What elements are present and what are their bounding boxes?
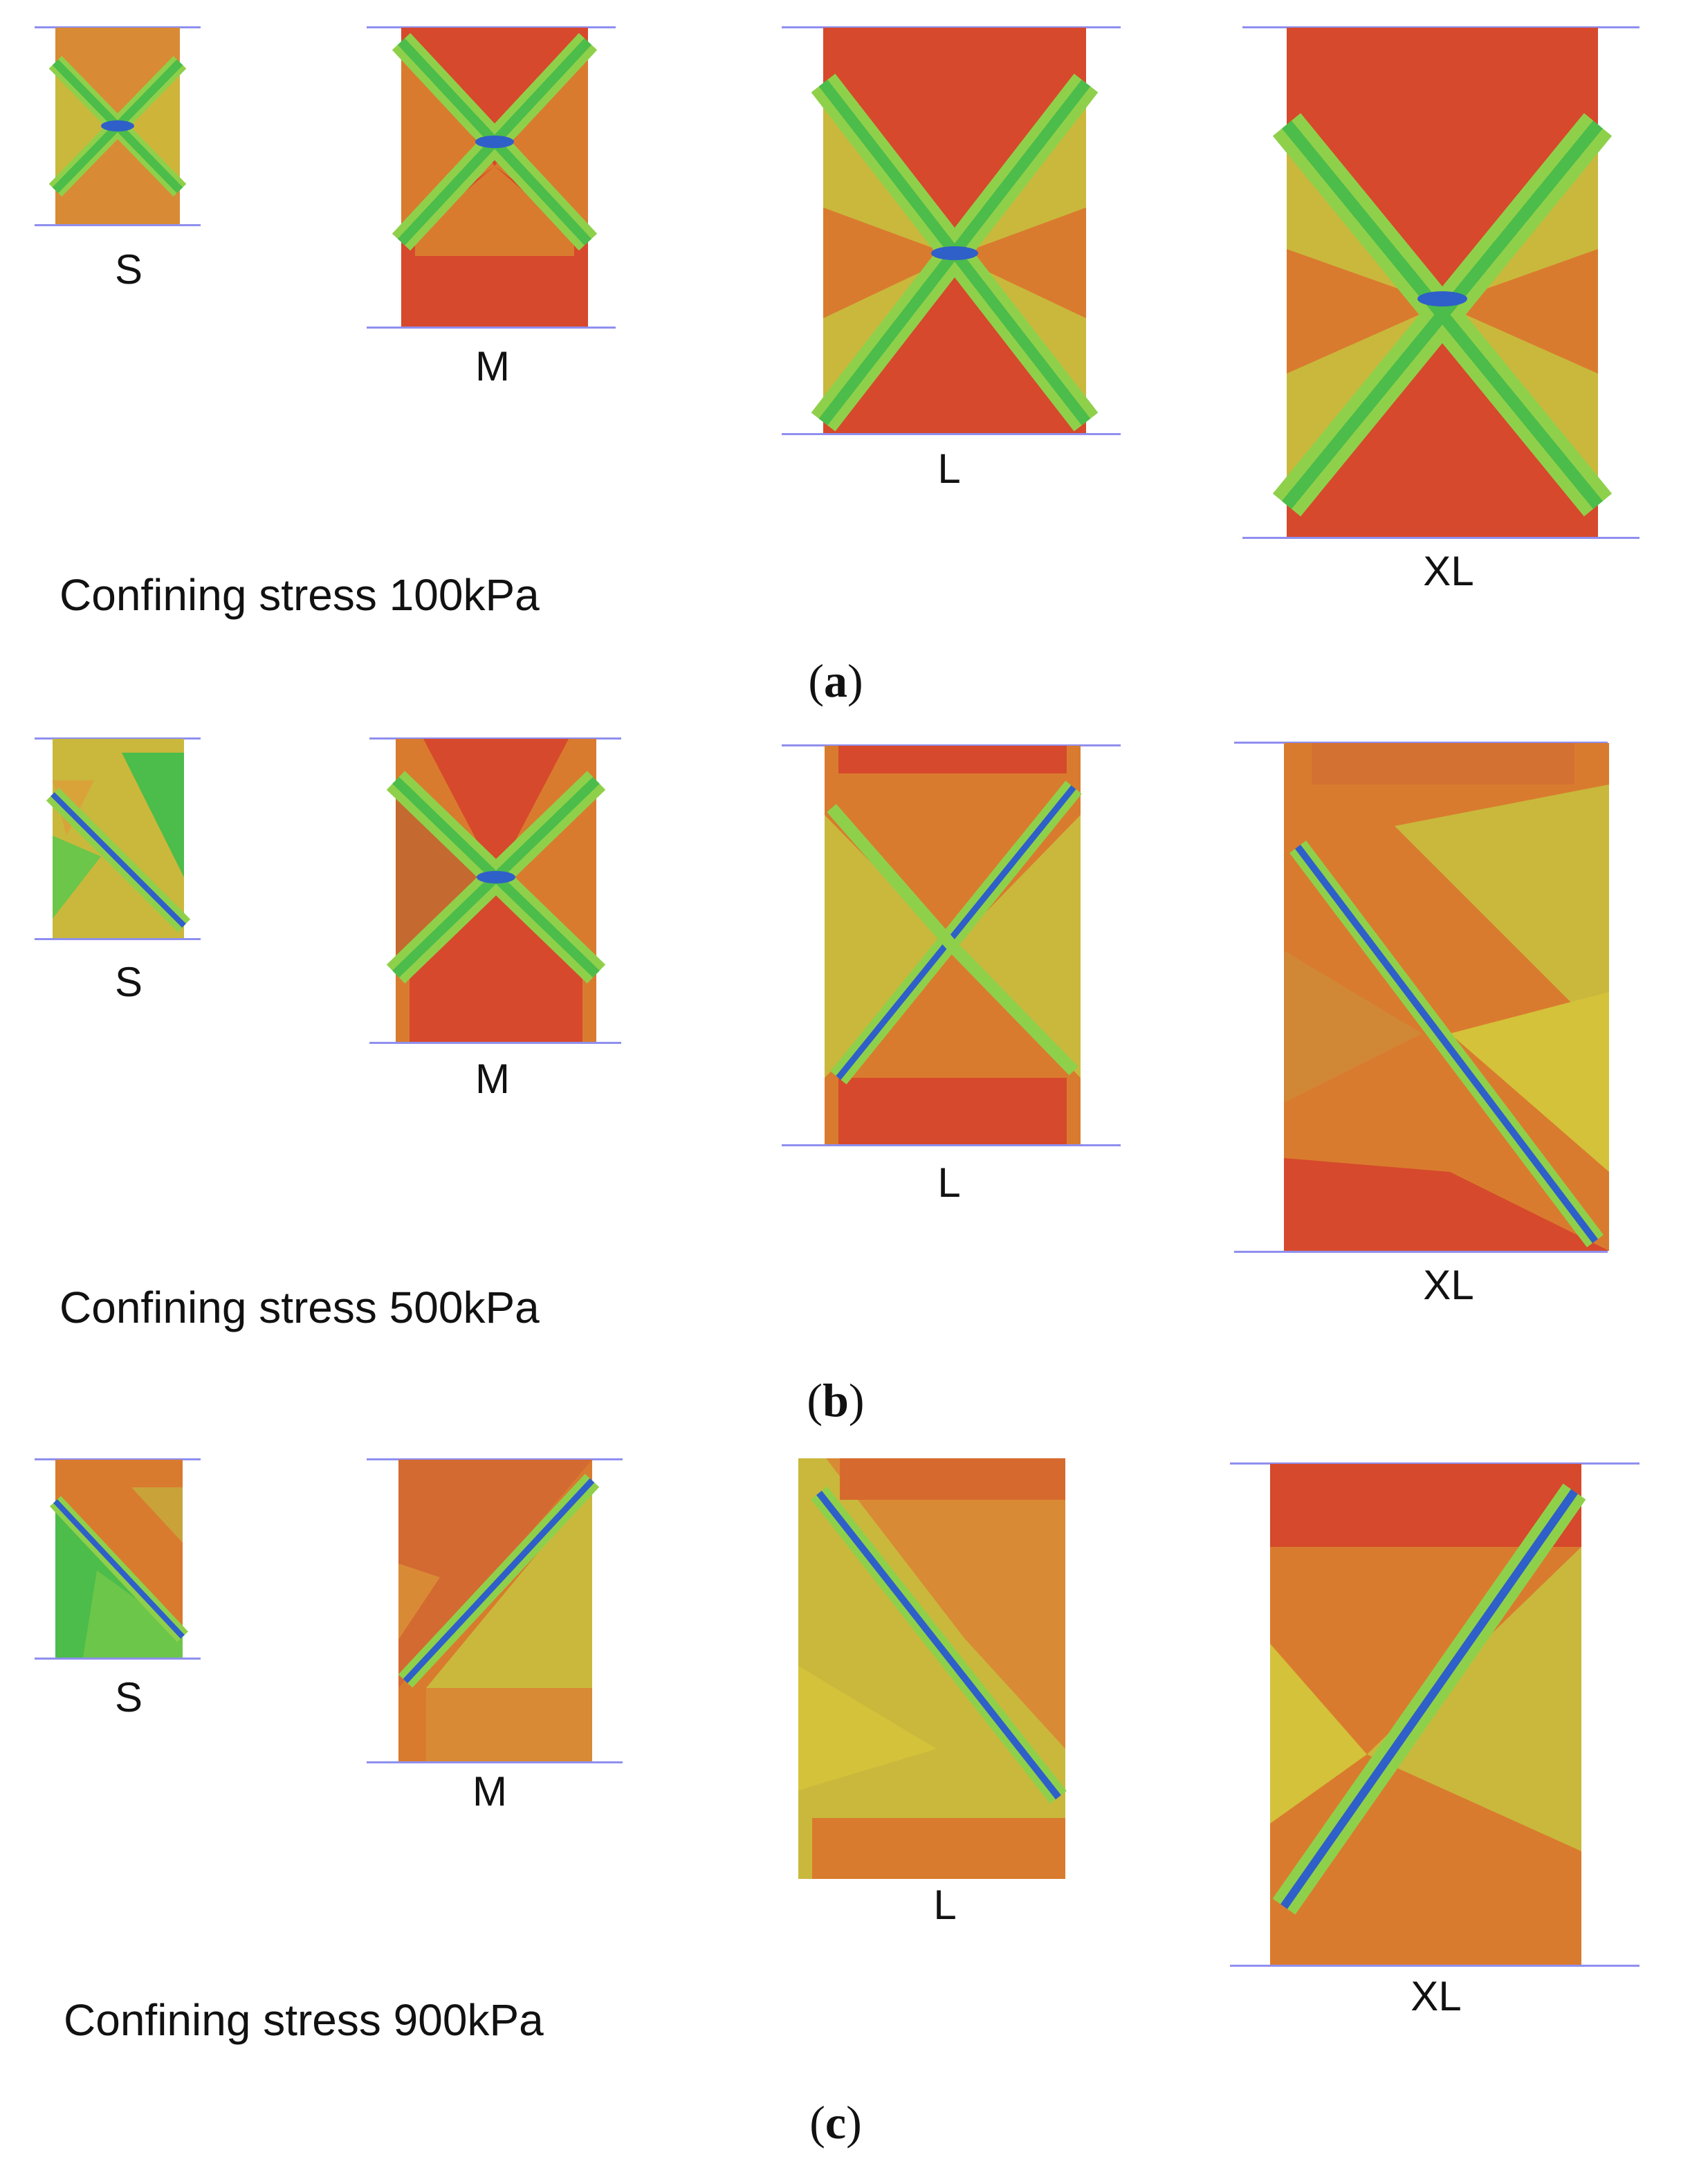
loading-plate-top xyxy=(369,737,621,740)
size-label-c-m: M xyxy=(472,1768,507,1815)
size-label-c-l: L xyxy=(933,1882,957,1928)
loading-plate-top xyxy=(782,744,1121,746)
specimen-c-l xyxy=(798,1458,1067,1879)
loading-plate-top xyxy=(1230,1462,1639,1465)
specimen-b-xl xyxy=(1284,743,1609,1251)
size-label-a-xl: XL xyxy=(1423,548,1474,594)
size-label-a-s: S xyxy=(114,246,143,293)
specimen-c-s xyxy=(49,1460,189,1658)
loading-plate-top xyxy=(367,26,616,28)
loading-plate-bottom xyxy=(35,1658,201,1660)
specimen-c-xl xyxy=(1270,1464,1586,1965)
loading-plate-top xyxy=(35,737,201,740)
panel-c-letter: (c) xyxy=(809,2096,862,2149)
size-label-b-m: M xyxy=(475,1056,510,1102)
panel-c-caption: Confining stress 900kPa xyxy=(64,1995,544,2045)
specimen-a-l xyxy=(811,28,1099,433)
specimen-a-m xyxy=(392,28,598,327)
loading-plate-bottom xyxy=(35,938,201,940)
loading-plate-bottom xyxy=(367,1761,623,1763)
loading-plate-top xyxy=(782,26,1121,28)
loading-plate-bottom xyxy=(782,433,1121,435)
panel-b-letter: (b) xyxy=(807,1374,865,1426)
loading-plate-bottom xyxy=(782,1144,1121,1146)
size-label-a-m: M xyxy=(475,343,510,389)
specimen-b-s xyxy=(46,739,191,938)
size-label-b-s: S xyxy=(114,959,143,1005)
loading-plate-bottom xyxy=(1230,1965,1639,1967)
loading-plate-bottom xyxy=(35,224,201,226)
panel-b-caption: Confining stress 500kPa xyxy=(59,1283,540,1332)
panel-a-caption: Confining stress 100kPa xyxy=(59,570,540,620)
loading-plate-bottom xyxy=(369,1042,621,1044)
size-label-b-l: L xyxy=(937,1159,961,1206)
size-label-b-xl: XL xyxy=(1423,1262,1474,1308)
size-label-a-l: L xyxy=(937,446,961,492)
loading-plate-top xyxy=(1234,742,1608,744)
specimen-b-l xyxy=(825,746,1082,1144)
loading-plate-bottom xyxy=(1242,537,1639,539)
specimen-c-m xyxy=(398,1460,600,1761)
panel-a-letter: (a) xyxy=(808,654,863,707)
specimen-a-xl xyxy=(1272,28,1613,537)
loading-plate-bottom xyxy=(367,327,616,329)
loading-plate-top xyxy=(35,26,201,28)
specimen-a-s xyxy=(48,28,187,224)
size-label-c-s: S xyxy=(114,1674,143,1720)
size-label-c-xl: XL xyxy=(1411,1973,1462,2019)
loading-plate-top xyxy=(367,1458,623,1460)
loading-plate-bottom xyxy=(1234,1251,1608,1253)
specimen-b-m xyxy=(386,739,606,1042)
loading-plate-top xyxy=(35,1458,201,1460)
loading-plate-top xyxy=(1242,26,1639,28)
